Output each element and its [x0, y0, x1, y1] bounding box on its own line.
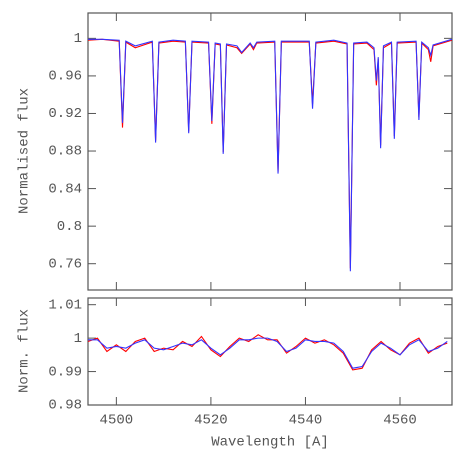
y-tick-label: 0.99: [48, 364, 82, 380]
x-tick-label: 4540: [289, 413, 323, 429]
y-tick-label: 0.92: [48, 106, 82, 122]
x-axis-label: Wavelength [A]: [211, 435, 329, 451]
spectrum-line: [88, 334, 448, 371]
spectrum-line: [88, 38, 452, 269]
spectrum-line: [88, 337, 448, 369]
y-tick-label: 1: [74, 31, 82, 47]
y-tick-label: 0.96: [48, 69, 82, 85]
y-axis-label: Normalised flux: [17, 88, 33, 214]
y-tick-label: 0.84: [48, 181, 82, 197]
y-tick-label: 0.8: [57, 219, 82, 235]
x-tick-label: 4500: [100, 413, 134, 429]
x-tick-label: 4560: [383, 413, 417, 429]
bottom-frame: [87, 297, 453, 406]
top-frame: [87, 12, 453, 291]
y-tick-label: 0.98: [48, 398, 82, 414]
y-tick-label: 0.88: [48, 144, 82, 160]
spectrum-line: [88, 38, 452, 272]
y-axis-label: Norm. flux: [17, 309, 33, 393]
y-tick-label: 1: [74, 331, 82, 347]
x-tick-label: 4520: [194, 413, 228, 429]
y-tick-label: 1.01: [48, 297, 82, 313]
y-tick-label: 0.76: [48, 256, 82, 272]
